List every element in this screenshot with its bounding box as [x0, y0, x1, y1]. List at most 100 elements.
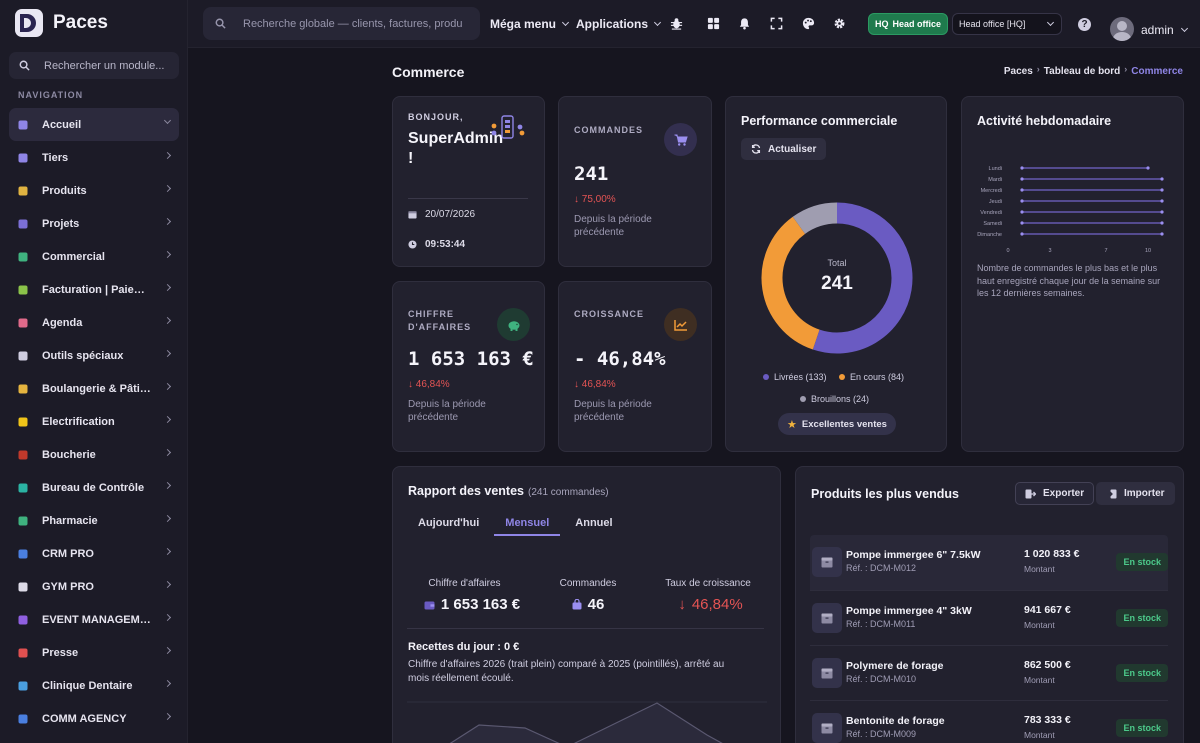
sidebar-item-label: Outils spéciaux	[42, 349, 124, 362]
bell-icon[interactable]	[738, 17, 751, 30]
global-search	[203, 7, 480, 40]
brand[interactable]: Paces	[15, 9, 108, 37]
sidebar-nav: Accueil Tiers Produits Projets Commercial Fac…	[9, 108, 179, 735]
sidebar-item[interactable]: Agenda	[9, 306, 179, 339]
bug-icon[interactable]	[670, 17, 683, 30]
refresh-button[interactable]: Actualiser	[741, 138, 827, 160]
search-icon	[215, 18, 226, 29]
applications-menu-button[interactable]: Applications	[576, 17, 662, 31]
brand-name: Paces	[53, 12, 108, 33]
kpi-label: CHIFFRE D'AFFAIRES	[408, 309, 472, 332]
sidebar-item[interactable]: COMM AGENCY	[9, 702, 179, 735]
chevron-right-icon	[163, 184, 172, 193]
status-badge: En stock	[1116, 609, 1168, 627]
range-endpoint[interactable]	[1020, 232, 1024, 236]
range-endpoint[interactable]	[1160, 177, 1164, 181]
kpi-value: - 46,84%	[574, 348, 666, 370]
sidebar-item[interactable]: Projets	[9, 207, 179, 240]
sidebar-item[interactable]: EVENT MANAGEMENT	[9, 603, 179, 636]
global-search-input[interactable]	[243, 17, 463, 30]
sidebar-item[interactable]: Clinique Dentaire	[9, 669, 179, 702]
range-endpoint[interactable]	[1020, 166, 1024, 170]
office-select[interactable]: Head office [HQ]	[952, 13, 1062, 35]
chevron-right-icon	[163, 613, 172, 622]
sidebar-item[interactable]: Commercial	[9, 240, 179, 273]
tab-yearly[interactable]: Annuel	[575, 517, 613, 529]
sidebar-item[interactable]: Electrification	[9, 405, 179, 438]
sidebar-item[interactable]: Tiers	[9, 141, 179, 174]
range-endpoint[interactable]	[1020, 177, 1024, 181]
donut-slice[interactable]	[761, 216, 820, 350]
range-endpoint[interactable]	[1160, 210, 1164, 214]
legend-label: En cours (84)	[850, 372, 905, 382]
product-row[interactable]: Pompe immergee 4" 3kW Réf. : DCM-M011 941 …	[810, 590, 1168, 645]
tab-monthly[interactable]: Mensuel	[494, 510, 561, 536]
range-endpoint[interactable]	[1020, 210, 1024, 214]
briefcase-icon	[16, 250, 30, 264]
sidebar-item[interactable]: Facturation | Paiement	[9, 273, 179, 306]
orders-kpi-card: COMMANDES 241 ↓ 75,00% Depuis la période…	[558, 96, 712, 267]
dumbbell-icon	[16, 580, 30, 594]
sidebar-item-label: Tiers	[42, 151, 69, 164]
weekday-label: Samedi	[983, 221, 1002, 227]
range-endpoint[interactable]	[1160, 232, 1164, 236]
legend-item[interactable]: Brouillons (24)	[800, 394, 869, 404]
module-search-input[interactable]	[44, 59, 174, 72]
product-row[interactable]: Polymere de forage Réf. : DCM-M010 862 500…	[810, 645, 1168, 700]
donut-slice[interactable]	[792, 202, 838, 235]
import-button[interactable]: Importer	[1096, 482, 1175, 505]
sidebar-item[interactable]: Accueil	[9, 108, 179, 141]
range-endpoint[interactable]	[1146, 166, 1150, 170]
breadcrumb-item[interactable]: Paces	[1003, 66, 1033, 77]
sidebar-item[interactable]: Bureau de Contrôle	[9, 471, 179, 504]
export-button[interactable]: Exporter	[1015, 482, 1095, 505]
box-icon	[812, 658, 842, 688]
top-products-card: Produits les plus vendus Exporter Import…	[795, 466, 1184, 743]
product-amount: 941 667 €	[1024, 604, 1071, 616]
sidebar-item[interactable]: CRM PRO	[9, 537, 179, 570]
sidebar-item[interactable]: Pharmacie	[9, 504, 179, 537]
sidebar-item-label: Projets	[42, 217, 80, 230]
card-title: Activité hebdomadaire	[977, 114, 1112, 128]
mega-menu-button[interactable]: Méga menu	[490, 17, 570, 31]
sidebar-item[interactable]: Produits	[9, 174, 179, 207]
grid-icon[interactable]	[707, 17, 720, 30]
range-endpoint[interactable]	[1020, 188, 1024, 192]
sidebar-item[interactable]: Boulangerie & Pâtisserie	[9, 372, 179, 405]
growth-kpi-card: CROISSANCE - 46,84% ↓ 46,84% Depuis la p…	[558, 281, 712, 452]
stat-value-text: 46	[587, 596, 605, 613]
range-endpoint[interactable]	[1020, 199, 1024, 203]
sidebar-item[interactable]: Outils spéciaux	[9, 339, 179, 372]
sidebar-item[interactable]: GYM PRO	[9, 570, 179, 603]
range-endpoint[interactable]	[1160, 199, 1164, 203]
legend-item[interactable]: Livrées (133)	[763, 372, 827, 382]
range-endpoint[interactable]	[1020, 221, 1024, 225]
legend-item[interactable]: En cours (84)	[839, 372, 904, 382]
head-office-badge[interactable]: HQ Head office	[868, 13, 948, 35]
help-icon[interactable]: ?	[1078, 18, 1091, 31]
refresh-label: Actualiser	[768, 143, 817, 155]
sidebar-item-label: Accueil	[42, 118, 82, 131]
sidebar-item-label: CRM PRO	[42, 547, 94, 560]
module-search	[9, 52, 179, 79]
sidebar-item-label: Clinique Dentaire	[42, 679, 133, 692]
user-menu[interactable]: admin	[1141, 23, 1188, 37]
sidebar-item[interactable]: Boucherie	[9, 438, 179, 471]
stat-value: 1 653 163 €	[407, 596, 537, 613]
tab-today[interactable]: Aujourd'hui	[418, 517, 480, 529]
page-title: Commerce	[392, 64, 465, 80]
chevron-right-icon	[163, 151, 172, 160]
palette-icon[interactable]	[802, 17, 815, 30]
breadcrumb-item[interactable]: Tableau de bord	[1043, 66, 1121, 77]
product-amount: 1 020 833 €	[1024, 548, 1080, 560]
gear-icon[interactable]	[833, 17, 846, 30]
donut-slice[interactable]	[812, 202, 913, 354]
clock-icon	[408, 240, 417, 249]
fullscreen-icon[interactable]	[770, 17, 783, 30]
product-row[interactable]: Bentonite de forage Réf. : DCM-M009 783 33…	[810, 700, 1168, 743]
avatar[interactable]	[1110, 17, 1134, 41]
range-endpoint[interactable]	[1160, 221, 1164, 225]
product-row[interactable]: Pompe immergee 6" 7.5kW Réf. : DCM-M012 1 …	[810, 535, 1168, 590]
sidebar-item[interactable]: Presse	[9, 636, 179, 669]
range-endpoint[interactable]	[1160, 188, 1164, 192]
